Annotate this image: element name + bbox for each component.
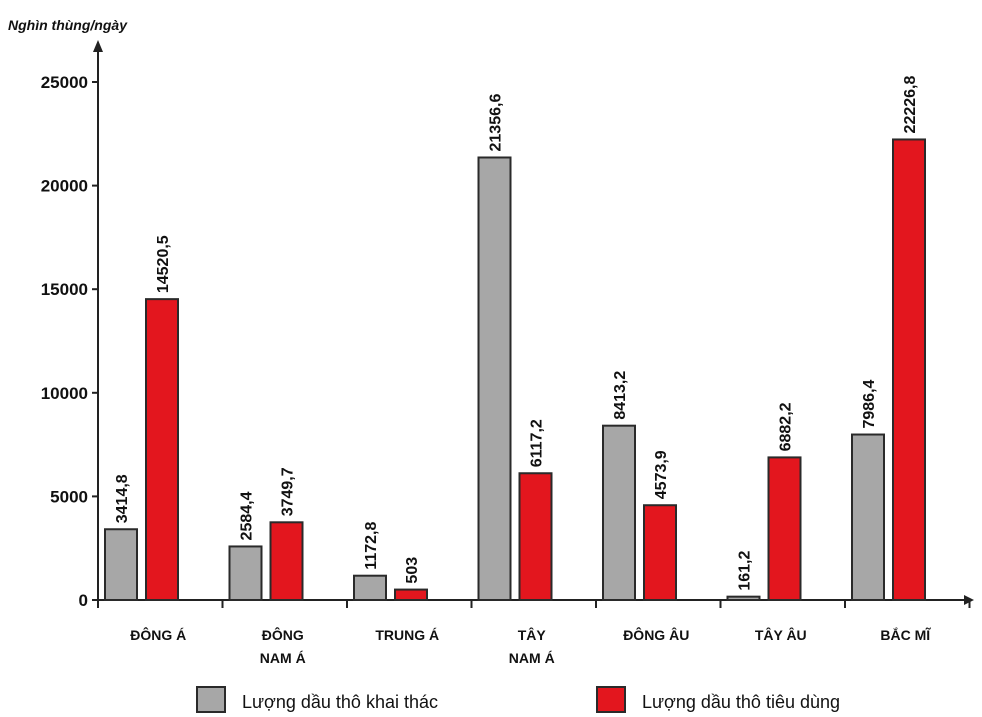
legend-swatch-khai-thac (196, 686, 226, 713)
y-tick-label: 0 (79, 591, 88, 610)
bar-tieu-dung (394, 588, 428, 601)
bar-value-label: 7986,4 (861, 379, 878, 428)
bar-value-label: 1172,8 (363, 522, 380, 570)
category-label: BẮC MĨ (880, 626, 931, 643)
bar-khai-thac (726, 595, 761, 601)
bar-tieu-dung (767, 456, 802, 601)
category-label: ĐÔNG Á (130, 626, 186, 643)
category-label: TRUNG Á (375, 627, 439, 643)
bar-khai-thac (851, 433, 885, 601)
y-axis-arrow (93, 40, 103, 52)
category-label: ĐÔNG ÂU (623, 626, 689, 643)
category-label: ĐÔNG (262, 626, 304, 643)
legend-label: Lượng dầu thô tiêu dùng (642, 692, 840, 712)
bar-value-label: 21356,6 (488, 94, 505, 152)
bar-khai-thac (104, 528, 138, 602)
bar-khai-thac (602, 424, 636, 601)
bar-tieu-dung (643, 504, 677, 601)
bar-tieu-dung (269, 521, 304, 601)
category-label: NAM Á (509, 650, 555, 666)
bar-value-label: 6117,2 (529, 419, 546, 467)
bar-value-label: 14520,5 (155, 235, 172, 293)
bar-khai-thac (477, 156, 512, 601)
bar-tieu-dung (892, 138, 926, 602)
y-tick-label: 25000 (41, 73, 88, 92)
bar-value-label: 3414,8 (114, 474, 131, 523)
bar-value-label: 2584,4 (239, 491, 256, 540)
legend-swatch-tieu-dung (596, 686, 626, 713)
category-label: NAM Á (260, 650, 306, 666)
y-tick-label: 10000 (41, 384, 88, 403)
y-tick-label: 5000 (50, 487, 88, 506)
bar-khai-thac (228, 545, 263, 601)
y-tick-label: 20000 (41, 177, 88, 196)
bar-khai-thac (353, 574, 387, 602)
bar-value-label: 8413,2 (612, 371, 629, 420)
bar-value-label: 4573,9 (653, 450, 670, 499)
category-label: TÂY ÂU (755, 626, 807, 643)
bar-value-label: 503 (404, 557, 421, 584)
y-tick-label: 15000 (41, 280, 88, 299)
category-label: TÂY (518, 626, 547, 643)
bar-value-label: 6882,2 (778, 402, 795, 451)
bar-value-label: 161,2 (737, 551, 754, 591)
bar-value-label: 3749,7 (280, 467, 297, 516)
y-axis-label: Nghìn thùng/ngày (8, 17, 128, 33)
bar-tieu-dung (518, 472, 553, 601)
bar-tieu-dung (145, 298, 179, 601)
bar-value-label: 22226,8 (902, 76, 919, 134)
legend-label: Lượng dầu thô khai thác (242, 692, 438, 712)
